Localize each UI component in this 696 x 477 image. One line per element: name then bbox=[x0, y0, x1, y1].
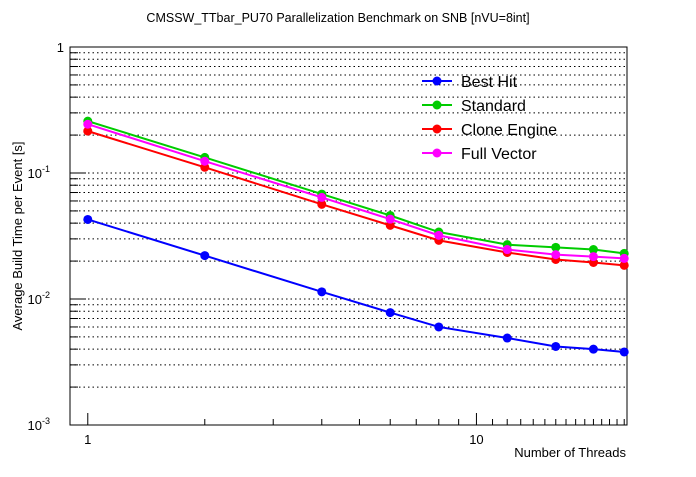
data-point bbox=[588, 245, 598, 255]
legend-label: Clone Engine bbox=[461, 122, 557, 139]
legend-label: Standard bbox=[461, 98, 526, 115]
y-tick-exponent: -3 bbox=[42, 416, 50, 426]
data-point bbox=[317, 199, 327, 209]
data-point bbox=[588, 344, 598, 354]
legend-marker bbox=[432, 124, 442, 134]
legend-label: Best Hit bbox=[461, 74, 518, 91]
x-axis-label: Number of Threads bbox=[514, 445, 626, 460]
data-point bbox=[434, 230, 444, 240]
data-point bbox=[588, 252, 598, 262]
data-point bbox=[619, 260, 629, 270]
data-point bbox=[83, 119, 93, 129]
data-point bbox=[200, 156, 210, 166]
x-tick-label: 1 bbox=[84, 432, 91, 447]
y-axis-label: Average Build Time per Event [s] bbox=[10, 141, 25, 330]
data-point bbox=[551, 250, 561, 260]
data-point bbox=[551, 242, 561, 252]
chart-title: CMSSW_TTbar_PU70 Parallelization Benchma… bbox=[146, 11, 529, 25]
data-point bbox=[502, 245, 512, 255]
legend-marker bbox=[432, 76, 442, 86]
legend-marker bbox=[432, 100, 442, 110]
y-tick-label: 1 bbox=[57, 40, 64, 55]
data-point bbox=[317, 192, 327, 202]
data-point bbox=[83, 214, 93, 224]
legend-label: Full Vector bbox=[461, 146, 537, 163]
data-point bbox=[83, 126, 93, 136]
data-point bbox=[619, 347, 629, 357]
data-point bbox=[619, 253, 629, 263]
y-tick-exponent: -2 bbox=[42, 290, 50, 300]
y-tick-label: 10-2 bbox=[28, 290, 50, 307]
data-point bbox=[385, 214, 395, 224]
y-tick-label: 10-1 bbox=[28, 164, 50, 181]
data-point bbox=[551, 341, 561, 351]
series-line bbox=[87, 123, 625, 260]
series-line bbox=[87, 120, 625, 255]
legend-marker bbox=[432, 148, 442, 158]
y-tick-exponent: -1 bbox=[42, 164, 50, 174]
plot-frame bbox=[69, 46, 628, 426]
data-point bbox=[317, 287, 327, 297]
data-point bbox=[385, 220, 395, 230]
y-tick-label: 10-3 bbox=[28, 416, 50, 433]
data-point bbox=[434, 322, 444, 332]
data-point bbox=[502, 333, 512, 343]
data-point bbox=[200, 251, 210, 261]
x-tick-label: 10 bbox=[469, 432, 483, 447]
data-point bbox=[385, 308, 395, 318]
